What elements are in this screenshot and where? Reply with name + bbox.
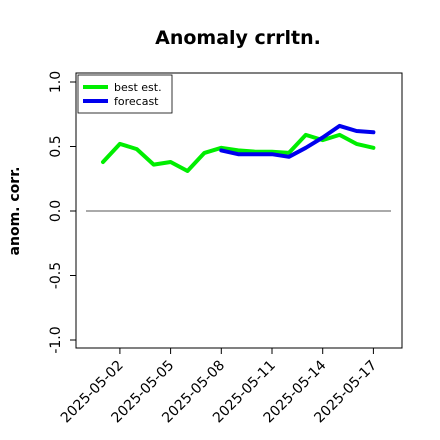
series-line-best-est bbox=[101, 132, 376, 173]
y-tick-label: -0.5 bbox=[48, 262, 64, 289]
y-tick-label: -1.0 bbox=[48, 326, 64, 353]
legend-label-best-est: best est. bbox=[114, 81, 162, 94]
legend-label-forecast: forecast bbox=[114, 95, 159, 108]
legend: best est. forecast bbox=[77, 74, 173, 114]
chart-title: Anomaly crrltn. bbox=[155, 27, 321, 49]
y-tick-label: 0.0 bbox=[48, 200, 64, 222]
y-axis-label: anom. corr. bbox=[7, 167, 23, 256]
y-tick-label: 0.5 bbox=[48, 135, 64, 157]
legend-box bbox=[77, 74, 173, 114]
series-line-forecast bbox=[219, 123, 376, 159]
y-tick-label: 1.0 bbox=[48, 71, 64, 93]
